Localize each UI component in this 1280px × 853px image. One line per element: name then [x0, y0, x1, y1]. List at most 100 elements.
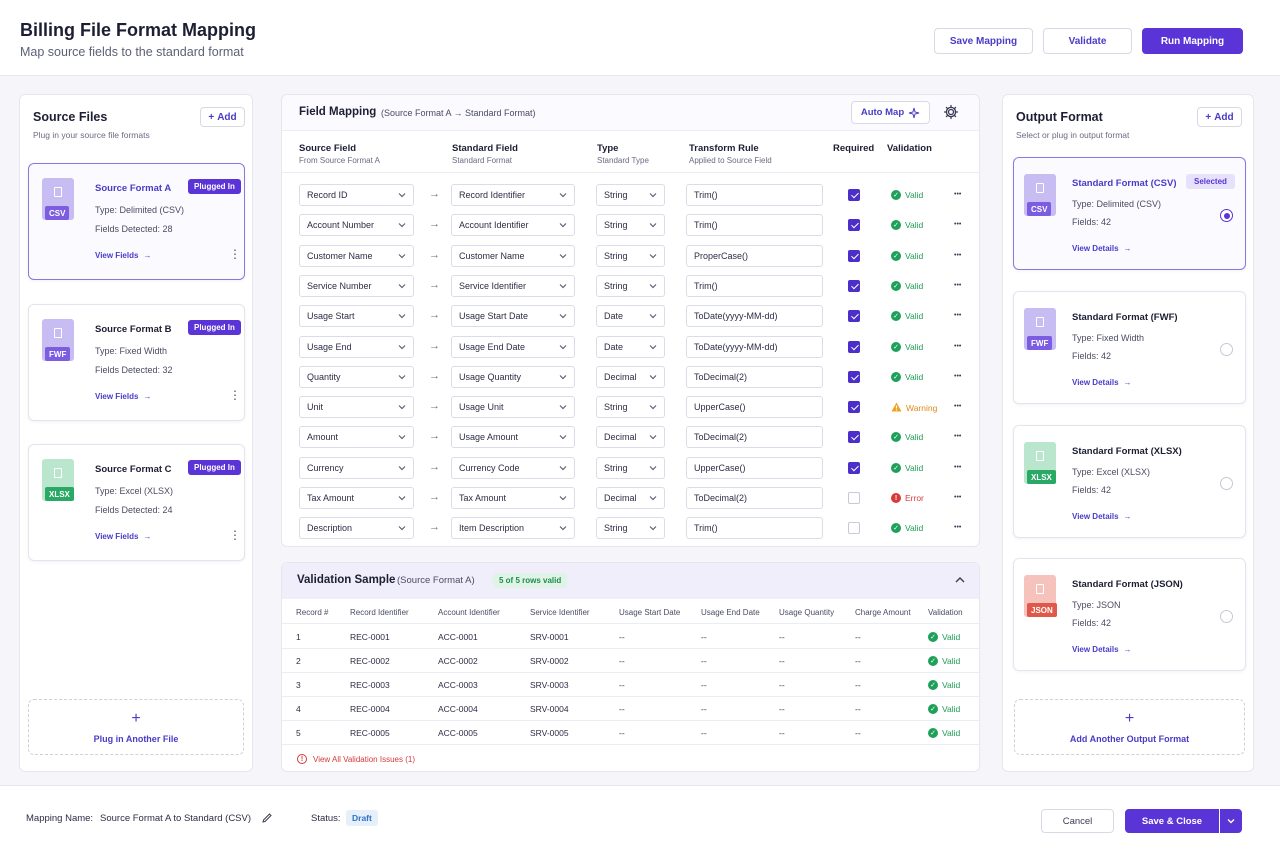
standard-field-select[interactable]: Item Description — [451, 517, 575, 540]
more-horizontal-icon[interactable]: ••• — [954, 463, 962, 471]
add-another-output-format-button[interactable]: + Add Another Output Format — [1014, 699, 1245, 755]
type-select[interactable]: String — [596, 274, 665, 297]
more-horizontal-icon[interactable]: ••• — [954, 372, 962, 380]
transform-rule-input[interactable]: ToDate(yyyy-MM-dd) — [686, 335, 823, 358]
output-format-radio[interactable] — [1220, 209, 1233, 222]
type-select[interactable]: Date — [596, 335, 665, 358]
standard-field-select[interactable]: Tax Amount — [451, 487, 575, 509]
transform-rule-input[interactable]: Trim() — [686, 274, 823, 297]
source-field-select[interactable]: Unit — [299, 396, 414, 419]
source-field-select[interactable]: Description — [299, 517, 414, 540]
standard-field-select[interactable]: Usage Quantity — [451, 365, 575, 388]
required-checkbox[interactable] — [848, 461, 860, 474]
standard-field-select[interactable]: Currency Code — [451, 456, 575, 479]
transform-rule-input[interactable]: ToDecimal(2) — [686, 426, 823, 449]
more-horizontal-icon[interactable]: ••• — [954, 494, 962, 501]
output-format-card[interactable]: CSV Standard Format (CSV) Selected Type: De… — [1013, 157, 1246, 270]
standard-field-select[interactable]: Usage Amount — [451, 426, 575, 449]
standard-field-select[interactable]: Record Identifier — [451, 184, 575, 206]
standard-field-select[interactable]: Account Identifier — [451, 214, 575, 237]
more-horizontal-icon[interactable]: ••• — [954, 221, 962, 229]
more-horizontal-icon[interactable]: ••• — [954, 342, 962, 350]
more-horizontal-icon[interactable]: ••• — [954, 191, 962, 198]
save-mapping-button[interactable]: Save Mapping — [934, 28, 1033, 54]
add-source-button[interactable]: + Add — [200, 107, 245, 127]
source-field-select[interactable]: Customer Name — [299, 244, 414, 267]
more-vertical-icon[interactable]: ⋮ — [229, 528, 241, 542]
standard-field-select[interactable]: Service Identifier — [451, 274, 575, 297]
source-field-select[interactable]: Currency — [299, 456, 414, 479]
gear-icon[interactable] — [943, 104, 959, 120]
transform-rule-input[interactable]: ProperCase() — [686, 244, 823, 267]
transform-rule-input[interactable]: ToDecimal(2) — [686, 365, 823, 388]
required-checkbox[interactable] — [848, 431, 860, 444]
plug-in-another-file-button[interactable]: + Plug in Another File — [28, 699, 244, 755]
more-horizontal-icon[interactable]: ••• — [954, 251, 962, 259]
source-field-select[interactable]: Usage Start — [299, 305, 414, 328]
standard-field-select[interactable]: Usage End Date — [451, 335, 575, 358]
required-checkbox[interactable] — [848, 310, 860, 323]
transform-rule-input[interactable]: UpperCase() — [686, 396, 823, 419]
view-validation-issues-link[interactable]: ! View All Validation Issues (1) — [297, 754, 415, 764]
more-horizontal-icon[interactable]: ••• — [954, 524, 962, 532]
transform-rule-input[interactable]: UpperCase() — [686, 456, 823, 479]
type-select[interactable]: Decimal — [596, 365, 665, 388]
save-close-button[interactable]: Save & Close — [1125, 809, 1219, 833]
save-options-dropdown[interactable] — [1220, 809, 1242, 833]
required-checkbox[interactable] — [848, 492, 860, 504]
type-select[interactable]: String — [596, 396, 665, 419]
pencil-icon[interactable] — [261, 812, 273, 824]
more-horizontal-icon[interactable]: ••• — [954, 281, 962, 289]
required-checkbox[interactable] — [848, 219, 860, 232]
required-checkbox[interactable] — [848, 340, 860, 353]
source-field-select[interactable]: Usage End — [299, 335, 414, 358]
output-format-card[interactable]: XLSX Standard Format (XLSX) Type: Excel (X… — [1013, 425, 1246, 538]
required-checkbox[interactable] — [848, 279, 860, 292]
type-select[interactable]: String — [596, 214, 665, 237]
standard-field-select[interactable]: Customer Name — [451, 244, 575, 267]
add-output-button[interactable]: + Add — [1197, 107, 1242, 127]
transform-rule-input[interactable]: ToDate(yyyy-MM-dd) — [686, 305, 823, 328]
transform-rule-input[interactable]: Trim() — [686, 517, 823, 540]
more-horizontal-icon[interactable]: ••• — [954, 403, 962, 411]
source-field-select[interactable]: Tax Amount — [299, 487, 414, 509]
output-format-radio[interactable] — [1220, 343, 1233, 356]
required-checkbox[interactable] — [848, 370, 860, 383]
required-checkbox[interactable] — [848, 249, 860, 262]
view-fields-link[interactable]: View Fields → — [95, 251, 151, 260]
view-fields-link[interactable]: View Fields → — [95, 392, 151, 401]
view-details-link[interactable]: View Details → — [1072, 645, 1132, 654]
type-select[interactable]: String — [596, 517, 665, 540]
type-select[interactable]: String — [596, 456, 665, 479]
view-details-link[interactable]: View Details → — [1072, 378, 1132, 387]
type-select[interactable]: Decimal — [596, 487, 665, 509]
view-fields-link[interactable]: View Fields → — [95, 532, 151, 541]
transform-rule-input[interactable]: Trim() — [686, 214, 823, 237]
type-select[interactable]: String — [596, 184, 665, 206]
chevron-up-icon[interactable] — [954, 574, 966, 586]
type-select[interactable]: Decimal — [596, 426, 665, 449]
source-file-card[interactable]: XLSX Source Format C Plugged In Type: Excel… — [28, 444, 245, 561]
type-select[interactable]: String — [596, 244, 665, 267]
output-format-radio[interactable] — [1220, 610, 1233, 623]
standard-field-select[interactable]: Usage Unit — [451, 396, 575, 419]
run-mapping-button[interactable]: Run Mapping — [1142, 28, 1243, 54]
transform-rule-input[interactable]: Trim() — [686, 184, 823, 206]
validate-button[interactable]: Validate — [1043, 28, 1132, 54]
cancel-button[interactable]: Cancel — [1041, 809, 1114, 833]
view-details-link[interactable]: View Details → — [1072, 512, 1132, 521]
output-format-radio[interactable] — [1220, 477, 1233, 490]
more-horizontal-icon[interactable]: ••• — [954, 433, 962, 441]
view-details-link[interactable]: View Details → — [1072, 244, 1132, 253]
more-horizontal-icon[interactable]: ••• — [954, 312, 962, 320]
source-field-select[interactable]: Amount — [299, 426, 414, 449]
required-checkbox[interactable] — [848, 401, 860, 414]
source-field-select[interactable]: Quantity — [299, 365, 414, 388]
more-vertical-icon[interactable]: ⋮ — [229, 388, 241, 402]
output-format-card[interactable]: FWF Standard Format (FWF) Type: Fixed Widt… — [1013, 291, 1246, 404]
source-field-select[interactable]: Record ID — [299, 184, 414, 206]
source-file-card[interactable]: FWF Source Format B Plugged In Type: Fixed … — [28, 304, 245, 421]
transform-rule-input[interactable]: ToDecimal(2) — [686, 487, 823, 509]
more-vertical-icon[interactable]: ⋮ — [229, 247, 241, 261]
standard-field-select[interactable]: Usage Start Date — [451, 305, 575, 328]
